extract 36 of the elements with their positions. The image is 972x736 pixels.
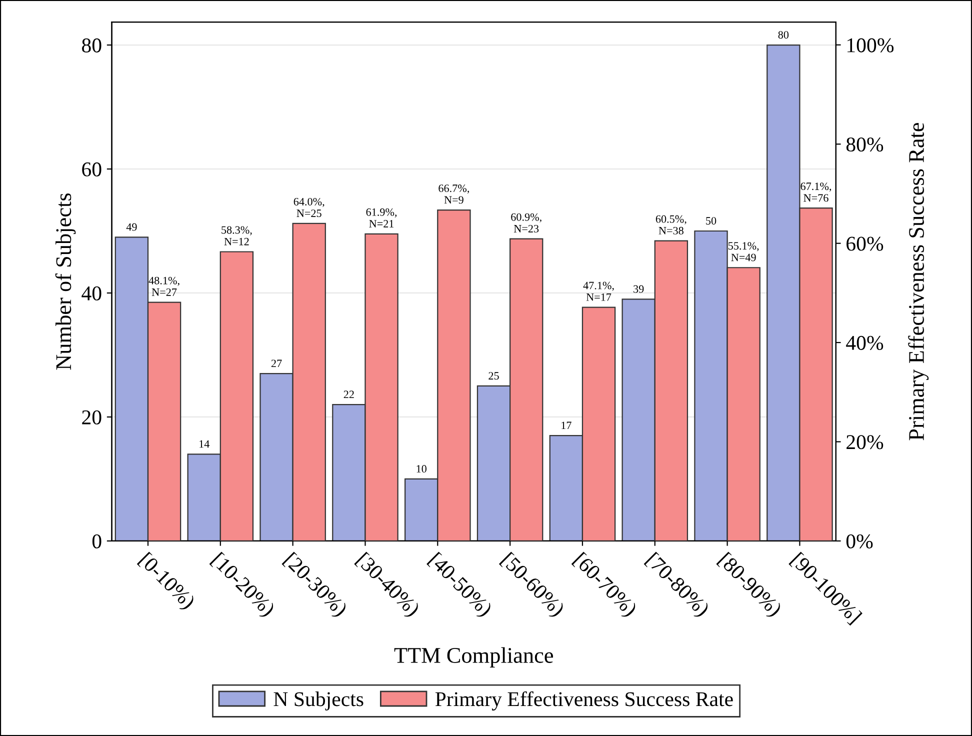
y2-axis-title: Primary Effectiveness Success Rate <box>908 122 929 440</box>
data-label: 14 <box>200 440 210 448</box>
legend-label: N Subjects <box>274 692 364 710</box>
y2-tick-label: 80% <box>846 137 884 152</box>
y-tick-label: 40 <box>82 286 102 300</box>
y2-tick-label: 40% <box>846 336 884 350</box>
y2-tick-label: 0% <box>846 534 873 548</box>
data-label: 80 <box>778 31 789 39</box>
y-axis-title: Number of Subjects <box>55 193 76 370</box>
data-label: 60.5%, N=38 <box>656 215 686 234</box>
y-tick-label: 0 <box>92 534 102 548</box>
data-label: 49 <box>126 223 137 231</box>
data-label: 47.1%, N=17 <box>583 282 614 301</box>
data-label: 48.1%, N=27 <box>148 276 180 296</box>
y-tick-label: 80 <box>82 38 102 52</box>
data-label: 61.9%, N=21 <box>366 208 397 228</box>
data-label: 55.1%, N=49 <box>728 242 759 262</box>
data-label: 50 <box>706 217 716 225</box>
data-label: 39 <box>634 285 644 293</box>
y-tick-label: 20 <box>82 410 102 424</box>
data-label: 25 <box>488 372 499 380</box>
data-label: 67.1%, N=76 <box>800 182 832 202</box>
legend-label: Primary Effectiveness Success Rate <box>435 691 733 710</box>
y2-tick-label: 60% <box>846 236 884 251</box>
y2-tick-label: 100% <box>847 38 894 52</box>
data-label: 22 <box>344 390 354 398</box>
data-label: 64.0%, N=25 <box>294 198 324 218</box>
data-label: 58.3%, N=12 <box>222 226 252 246</box>
y2-tick-label: 20% <box>846 435 884 450</box>
data-label: 10 <box>416 465 426 473</box>
y-tick-label: 60 <box>82 162 102 176</box>
data-label: 66.7%, N=9 <box>438 184 469 204</box>
data-label: 17 <box>562 422 572 430</box>
data-label: 60.9%, N=23 <box>511 213 542 232</box>
data-label: 27 <box>271 360 282 368</box>
x-axis-title: TTM Compliance <box>394 647 553 668</box>
